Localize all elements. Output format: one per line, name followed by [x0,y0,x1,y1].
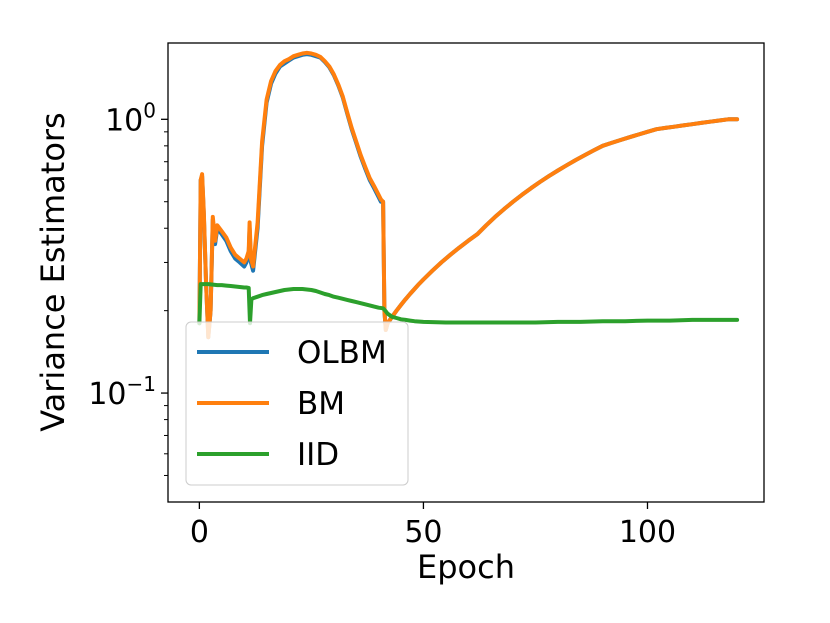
plot-frame [167,42,765,503]
y-axis-label: Variance Estimators [34,112,72,431]
x-tick-label: 50 [404,515,442,550]
x-ticks: 0 50 100 [190,502,676,550]
x-tick-label: 100 [619,515,676,550]
legend-label-iid: IID [297,437,339,473]
y-ticks: 100 10−1 [88,98,168,476]
series-line-bm [197,50,740,340]
x-axis-label: Epoch [417,548,515,586]
y-tick-label: 10−1 [88,372,156,412]
x-tick-label: 0 [190,515,209,550]
y-tick-label: 100 [105,98,156,138]
series-layer [197,50,740,340]
legend-label-bm: BM [297,386,345,422]
legend: OLBM BM IID [185,321,409,486]
legend-label-olbm: OLBM [297,335,387,371]
legend-box [185,321,409,486]
series-line-iid [197,282,740,326]
